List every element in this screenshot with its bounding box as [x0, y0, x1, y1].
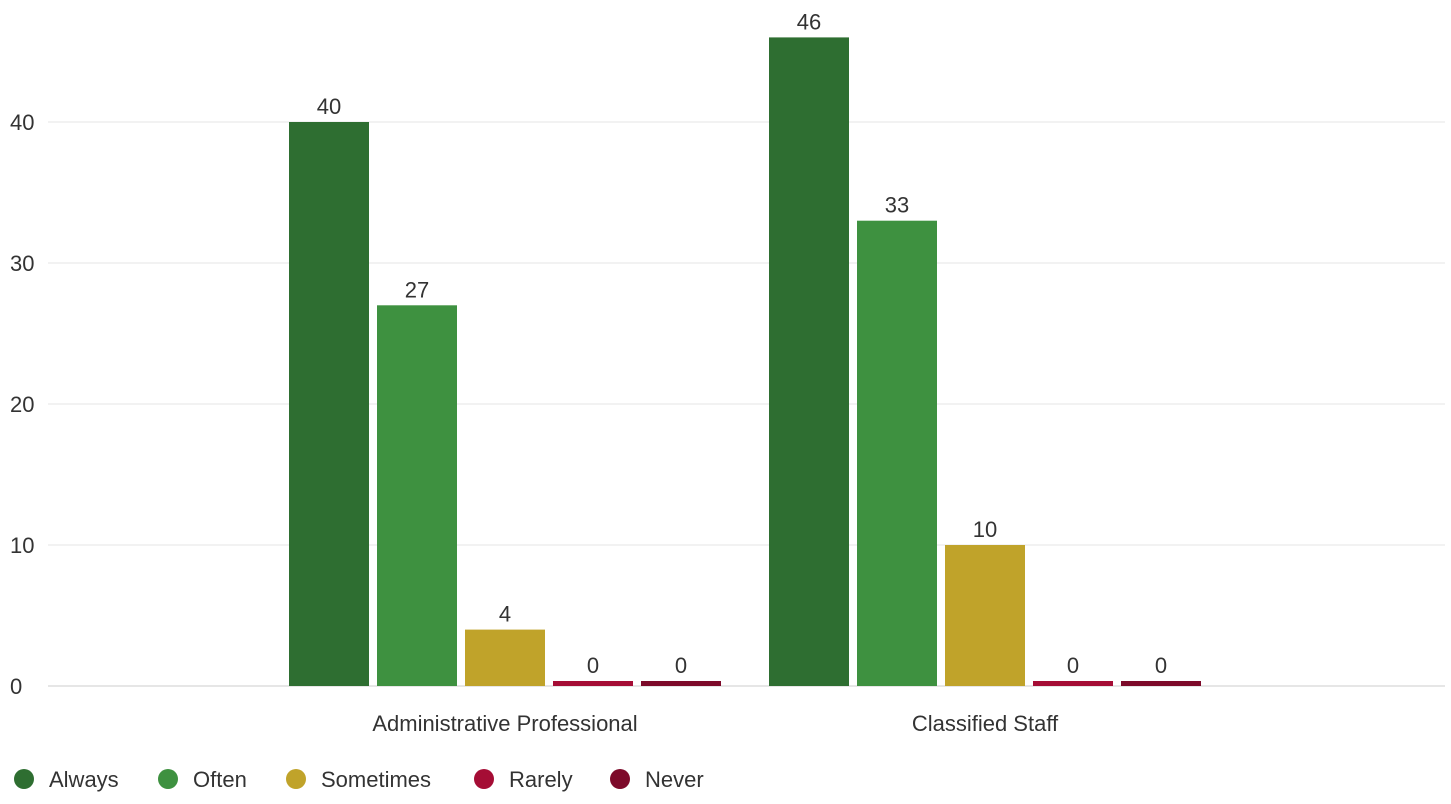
legend-item-sometimes[interactable]: Sometimes: [286, 767, 431, 792]
bar-never: [641, 681, 721, 686]
bar-sometimes: [945, 545, 1025, 686]
legend-item-always[interactable]: Always: [14, 767, 119, 792]
bar-sometimes: [465, 629, 545, 686]
legend-marker: [286, 769, 306, 789]
x-category-label: Administrative Professional: [372, 711, 637, 736]
y-tick-label: 10: [10, 533, 34, 558]
bar-often: [857, 220, 937, 686]
data-label: 40: [317, 94, 341, 119]
x-category-label: Classified Staff: [912, 711, 1059, 736]
data-label: 46: [797, 9, 821, 34]
legend-item-never[interactable]: Never: [610, 767, 704, 792]
bar-always: [769, 37, 849, 686]
legend-item-rarely[interactable]: Rarely: [474, 767, 573, 792]
legend-label: Never: [645, 767, 704, 792]
legend-marker: [474, 769, 494, 789]
legend-label: Always: [49, 767, 119, 792]
bar-always: [289, 122, 369, 686]
y-tick-label: 30: [10, 251, 34, 276]
legend-marker: [158, 769, 178, 789]
y-tick-label: 40: [10, 110, 34, 135]
bars: [289, 37, 1201, 686]
legend-label: Often: [193, 767, 247, 792]
legend-marker: [610, 769, 630, 789]
x-axis-categories: Administrative Professional Classified St…: [372, 711, 1059, 736]
bar-rarely: [553, 681, 633, 686]
data-label: 0: [1155, 653, 1167, 678]
data-label: 0: [1067, 653, 1079, 678]
legend-item-often[interactable]: Often: [158, 767, 247, 792]
legend-marker: [14, 769, 34, 789]
legend-label: Sometimes: [321, 767, 431, 792]
bar-never: [1121, 681, 1201, 686]
legend: Always Often Sometimes Rarely Never: [14, 767, 704, 792]
data-label: 10: [973, 517, 997, 542]
y-axis-ticks: 0 10 20 30 40: [10, 110, 34, 699]
y-tick-label: 20: [10, 392, 34, 417]
y-tick-label: 0: [10, 674, 22, 699]
data-label: 33: [885, 193, 909, 218]
bar-rarely: [1033, 681, 1113, 686]
data-label: 27: [405, 277, 429, 302]
gridlines: [48, 121, 1445, 687]
bar-often: [377, 305, 457, 686]
data-label: 0: [587, 653, 599, 678]
data-label: 0: [675, 653, 687, 678]
data-label: 4: [499, 602, 511, 627]
legend-label: Rarely: [509, 767, 573, 792]
